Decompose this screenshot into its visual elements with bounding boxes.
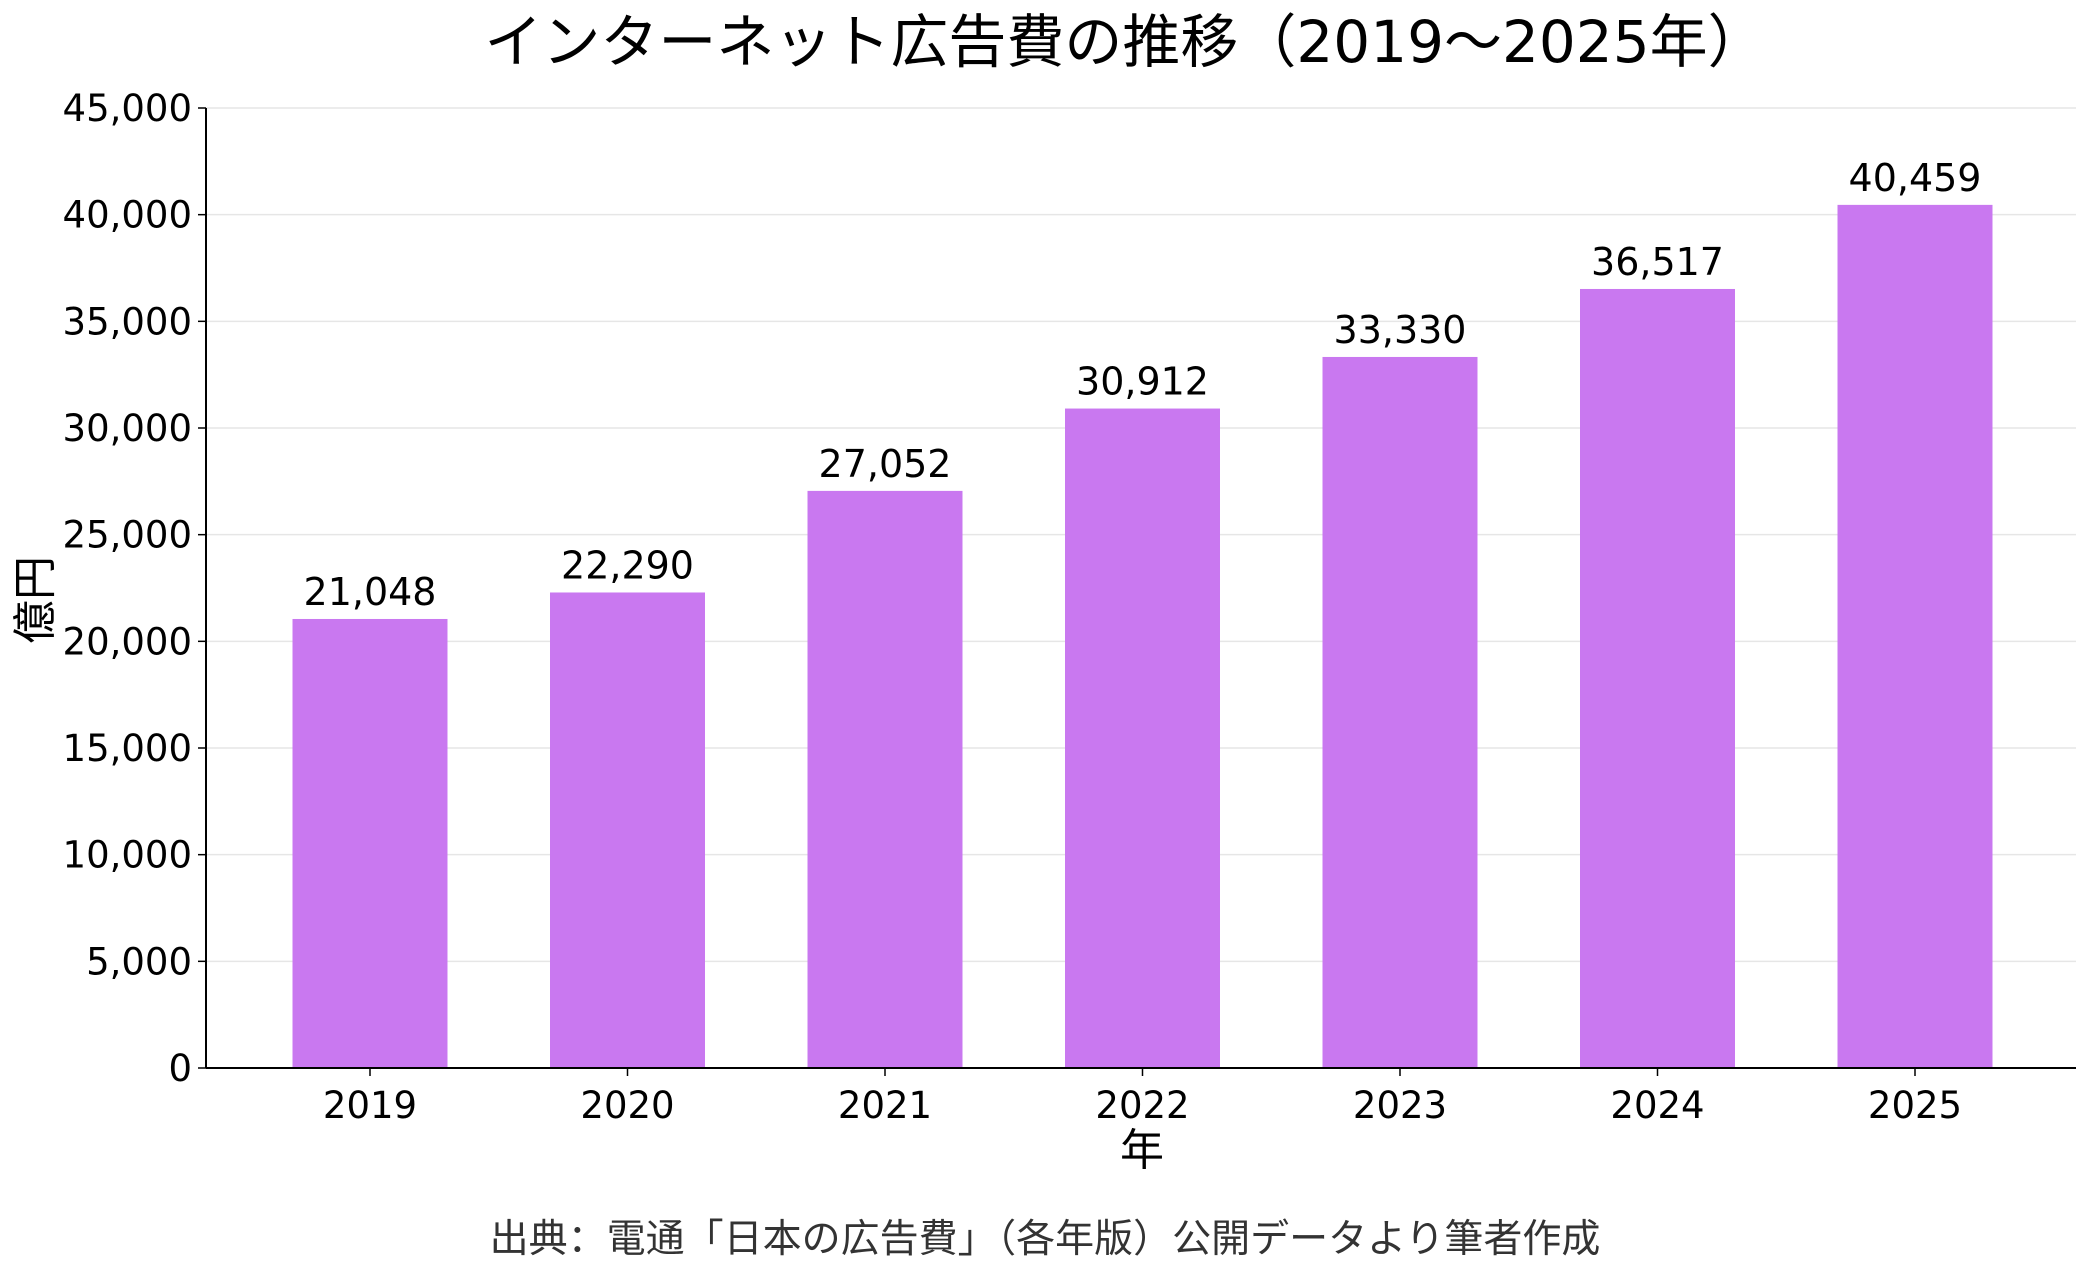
y-axis-label: 億円 [10,556,61,644]
y-tick-label: 30,000 [63,407,192,450]
data-label: 30,912 [1076,360,1209,404]
y-tick-label: 15,000 [63,727,192,770]
x-tick-label: 2019 [323,1084,417,1127]
y-tick-label: 25,000 [63,514,192,557]
data-label: 22,290 [561,543,694,587]
bars [292,204,1993,1069]
x-axis-ticks: 2019 2020 2021 2022 2023 2024 2025 [323,1068,1962,1127]
y-tick-label: 5,000 [86,940,192,983]
x-tick-label: 2022 [1095,1084,1189,1127]
source-note: 出典：電通「日本の広告費」（各年版）公開データより筆者作成 [490,1217,1601,1262]
y-axis-ticks: 0 5,000 10,000 15,000 20,000 25,000 30,000 35,0… [63,87,206,1090]
y-tick-label: 45,000 [63,87,192,130]
data-label: 33,330 [1334,308,1467,352]
x-tick-label: 2023 [1353,1084,1447,1127]
y-tick-label: 10,000 [63,834,192,877]
data-label: 40,459 [1849,156,1982,200]
data-labels: 21,048 22,290 27,052 30,912 33,330 36,517 40,4… [304,156,1982,614]
y-tick-label: 0 [168,1047,192,1090]
x-axis-label: 年 [1120,1125,1164,1176]
y-tick-label: 40,000 [63,194,192,237]
bar-2022 [1065,408,1220,1068]
bar-2020 [550,592,705,1068]
x-tick-label: 2025 [1868,1084,1962,1127]
x-tick-label: 2021 [838,1084,932,1127]
bar-2025 [1837,204,1993,1069]
axes [205,108,2076,1069]
data-label: 21,048 [304,570,437,614]
data-label: 27,052 [819,442,952,486]
y-tick-label: 20,000 [63,620,192,663]
bar-2023 [1322,356,1478,1069]
bar-2024 [1580,288,1735,1068]
x-tick-label: 2024 [1610,1084,1704,1127]
chart-title: インターネット広告費の推移（2019～2025年） [484,8,1765,76]
bar-2019 [292,618,448,1068]
data-label: 36,517 [1591,240,1724,284]
y-tick-label: 35,000 [63,300,192,343]
x-tick-label: 2020 [580,1084,674,1127]
bar-2021 [807,490,963,1069]
